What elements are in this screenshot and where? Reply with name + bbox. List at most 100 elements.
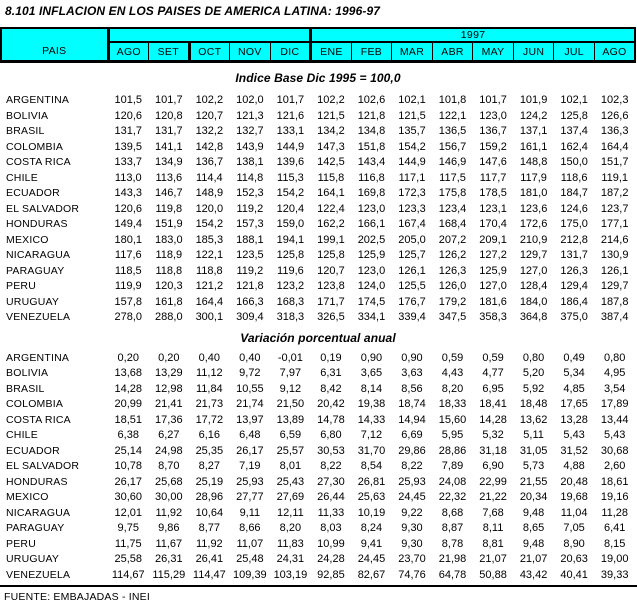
- value-cell: 8,20: [441, 382, 464, 395]
- value-cell: 123,0: [357, 264, 386, 277]
- value-cell: 128,4: [519, 280, 548, 292]
- value-cell: 129,4: [560, 280, 588, 292]
- value-cell: 131,7: [114, 125, 143, 137]
- value-cell: 123,0: [357, 202, 386, 215]
- value-cell: 8,22: [401, 460, 423, 472]
- value-cell: 176,7: [398, 295, 426, 308]
- country-cell: BOLIVIA: [6, 367, 49, 379]
- value-cell: 166,1: [357, 218, 386, 230]
- value-cell: 8,66: [239, 522, 261, 534]
- value-cell: 148,9: [195, 187, 224, 199]
- value-cell: 21,07: [519, 553, 548, 565]
- value-cell: 164,4: [600, 140, 629, 153]
- value-cell: 18,33: [438, 398, 467, 410]
- value-cell: 25,35: [195, 444, 224, 457]
- value-cell: 164,4: [195, 295, 224, 308]
- value-cell: 117,7: [479, 171, 507, 184]
- value-cell: 151,8: [357, 140, 386, 153]
- value-cell: 24,08: [438, 475, 467, 488]
- value-cell: 5,32: [482, 429, 504, 441]
- value-cell: 30,68: [600, 444, 629, 457]
- table-header: PAIS 1997 AGO SET OCT NOV DIC ENE FEB MAR ABR MAY…: [0, 27, 637, 63]
- value-cell: 123,1: [479, 202, 507, 215]
- value-cell: 124,0: [357, 280, 386, 292]
- value-cell: 102,6: [357, 94, 386, 106]
- value-cell: 6,90: [482, 460, 504, 472]
- value-cell: 387,4: [600, 311, 629, 323]
- value-cell: 135,7: [398, 125, 426, 137]
- value-cell: 26,31: [155, 553, 183, 565]
- value-cell: 17,89: [600, 398, 629, 410]
- value-cell: 27,69: [276, 491, 305, 503]
- value-cell: 178,5: [479, 187, 507, 199]
- value-cell: 11,28: [601, 506, 629, 519]
- value-cell: 25,43: [276, 475, 305, 488]
- value-cell: 8,70: [158, 460, 180, 472]
- value-cell: 334,1: [357, 311, 386, 323]
- value-cell: 137,1: [519, 125, 548, 137]
- value-cell: 202,5: [357, 233, 386, 246]
- value-cell: 151,9: [155, 218, 183, 230]
- value-cell: 18,51: [114, 413, 143, 426]
- value-cell: 130,9: [600, 249, 629, 261]
- value-cell: 143,9: [236, 140, 264, 153]
- value-cell: 120,6: [114, 202, 143, 215]
- value-cell: 121,3: [236, 109, 264, 122]
- value-cell: 125,8: [560, 109, 588, 122]
- value-cell: 31,70: [357, 444, 386, 457]
- value-cell: 184,0: [519, 295, 548, 308]
- value-cell: 120,7: [195, 109, 224, 122]
- value-cell: 134,9: [155, 156, 183, 168]
- value-cell: 168,3: [276, 295, 305, 308]
- value-cell: 300,1: [195, 311, 224, 323]
- value-cell: 120,4: [276, 202, 305, 215]
- country-cell: EL SALVADOR: [6, 202, 80, 215]
- value-cell: 123,5: [236, 249, 264, 261]
- value-cell: 118,8: [155, 264, 183, 277]
- value-cell: 8,03: [320, 522, 342, 534]
- value-cell: 13,89: [276, 413, 305, 426]
- value-cell: 13,68: [114, 367, 143, 379]
- value-cell: 8,22: [320, 460, 342, 472]
- value-cell: 123,0: [479, 109, 507, 122]
- value-cell: 194,1: [276, 233, 305, 246]
- value-cell: 7,89: [441, 460, 464, 472]
- value-cell: 278,0: [114, 311, 143, 323]
- country-cell: CHILE: [6, 171, 38, 184]
- table-row: URUGUAY 25,58 26,31 26,41 25,48 24,31 24,28 24,…: [1, 552, 635, 568]
- value-cell: 31,52: [560, 444, 588, 457]
- value-cell: 12,11: [277, 506, 304, 519]
- country-cell: BRASIL: [6, 125, 45, 137]
- value-cell: 101,9: [519, 94, 548, 106]
- table-row: VENEZUELA 278,0 288,0 300,1 309,4 318,3 326,5 3…: [1, 310, 635, 326]
- value-cell: 175,0: [560, 218, 588, 230]
- value-cell: 147,3: [317, 140, 345, 153]
- value-cell: 7,05: [563, 522, 585, 534]
- value-cell: 159,0: [276, 218, 305, 230]
- value-cell: 27,30: [317, 475, 345, 488]
- value-cell: 134,2: [317, 125, 345, 137]
- value-cell: 181,0: [519, 187, 548, 199]
- value-cell: 8,87: [441, 522, 464, 534]
- value-cell: 150,0: [560, 156, 588, 168]
- value-cell: 22,32: [438, 491, 467, 503]
- value-cell: 127,0: [479, 280, 507, 292]
- value-cell: 11,84: [195, 382, 223, 395]
- value-cell: 18,61: [600, 475, 629, 488]
- country-cell: PERU: [6, 537, 36, 550]
- value-cell: 25,48: [236, 553, 264, 565]
- value-cell: 9,75: [117, 522, 139, 534]
- value-cell: 187,8: [600, 295, 629, 308]
- value-cell: 9,48: [522, 506, 545, 519]
- value-cell: 187,2: [600, 187, 629, 199]
- value-cell: 139,6: [276, 156, 305, 168]
- value-cell: 23,70: [398, 553, 426, 565]
- column-header-3-nov: NOV: [229, 42, 271, 63]
- value-cell: 11,33: [317, 506, 345, 519]
- value-cell: 5,20: [522, 367, 545, 379]
- value-cell: 9,12: [279, 382, 302, 395]
- value-cell: 24,45: [357, 553, 386, 565]
- year-group-1996: [108, 27, 313, 43]
- value-cell: 8,24: [360, 522, 383, 534]
- column-header-0-ago: AGO: [108, 42, 150, 63]
